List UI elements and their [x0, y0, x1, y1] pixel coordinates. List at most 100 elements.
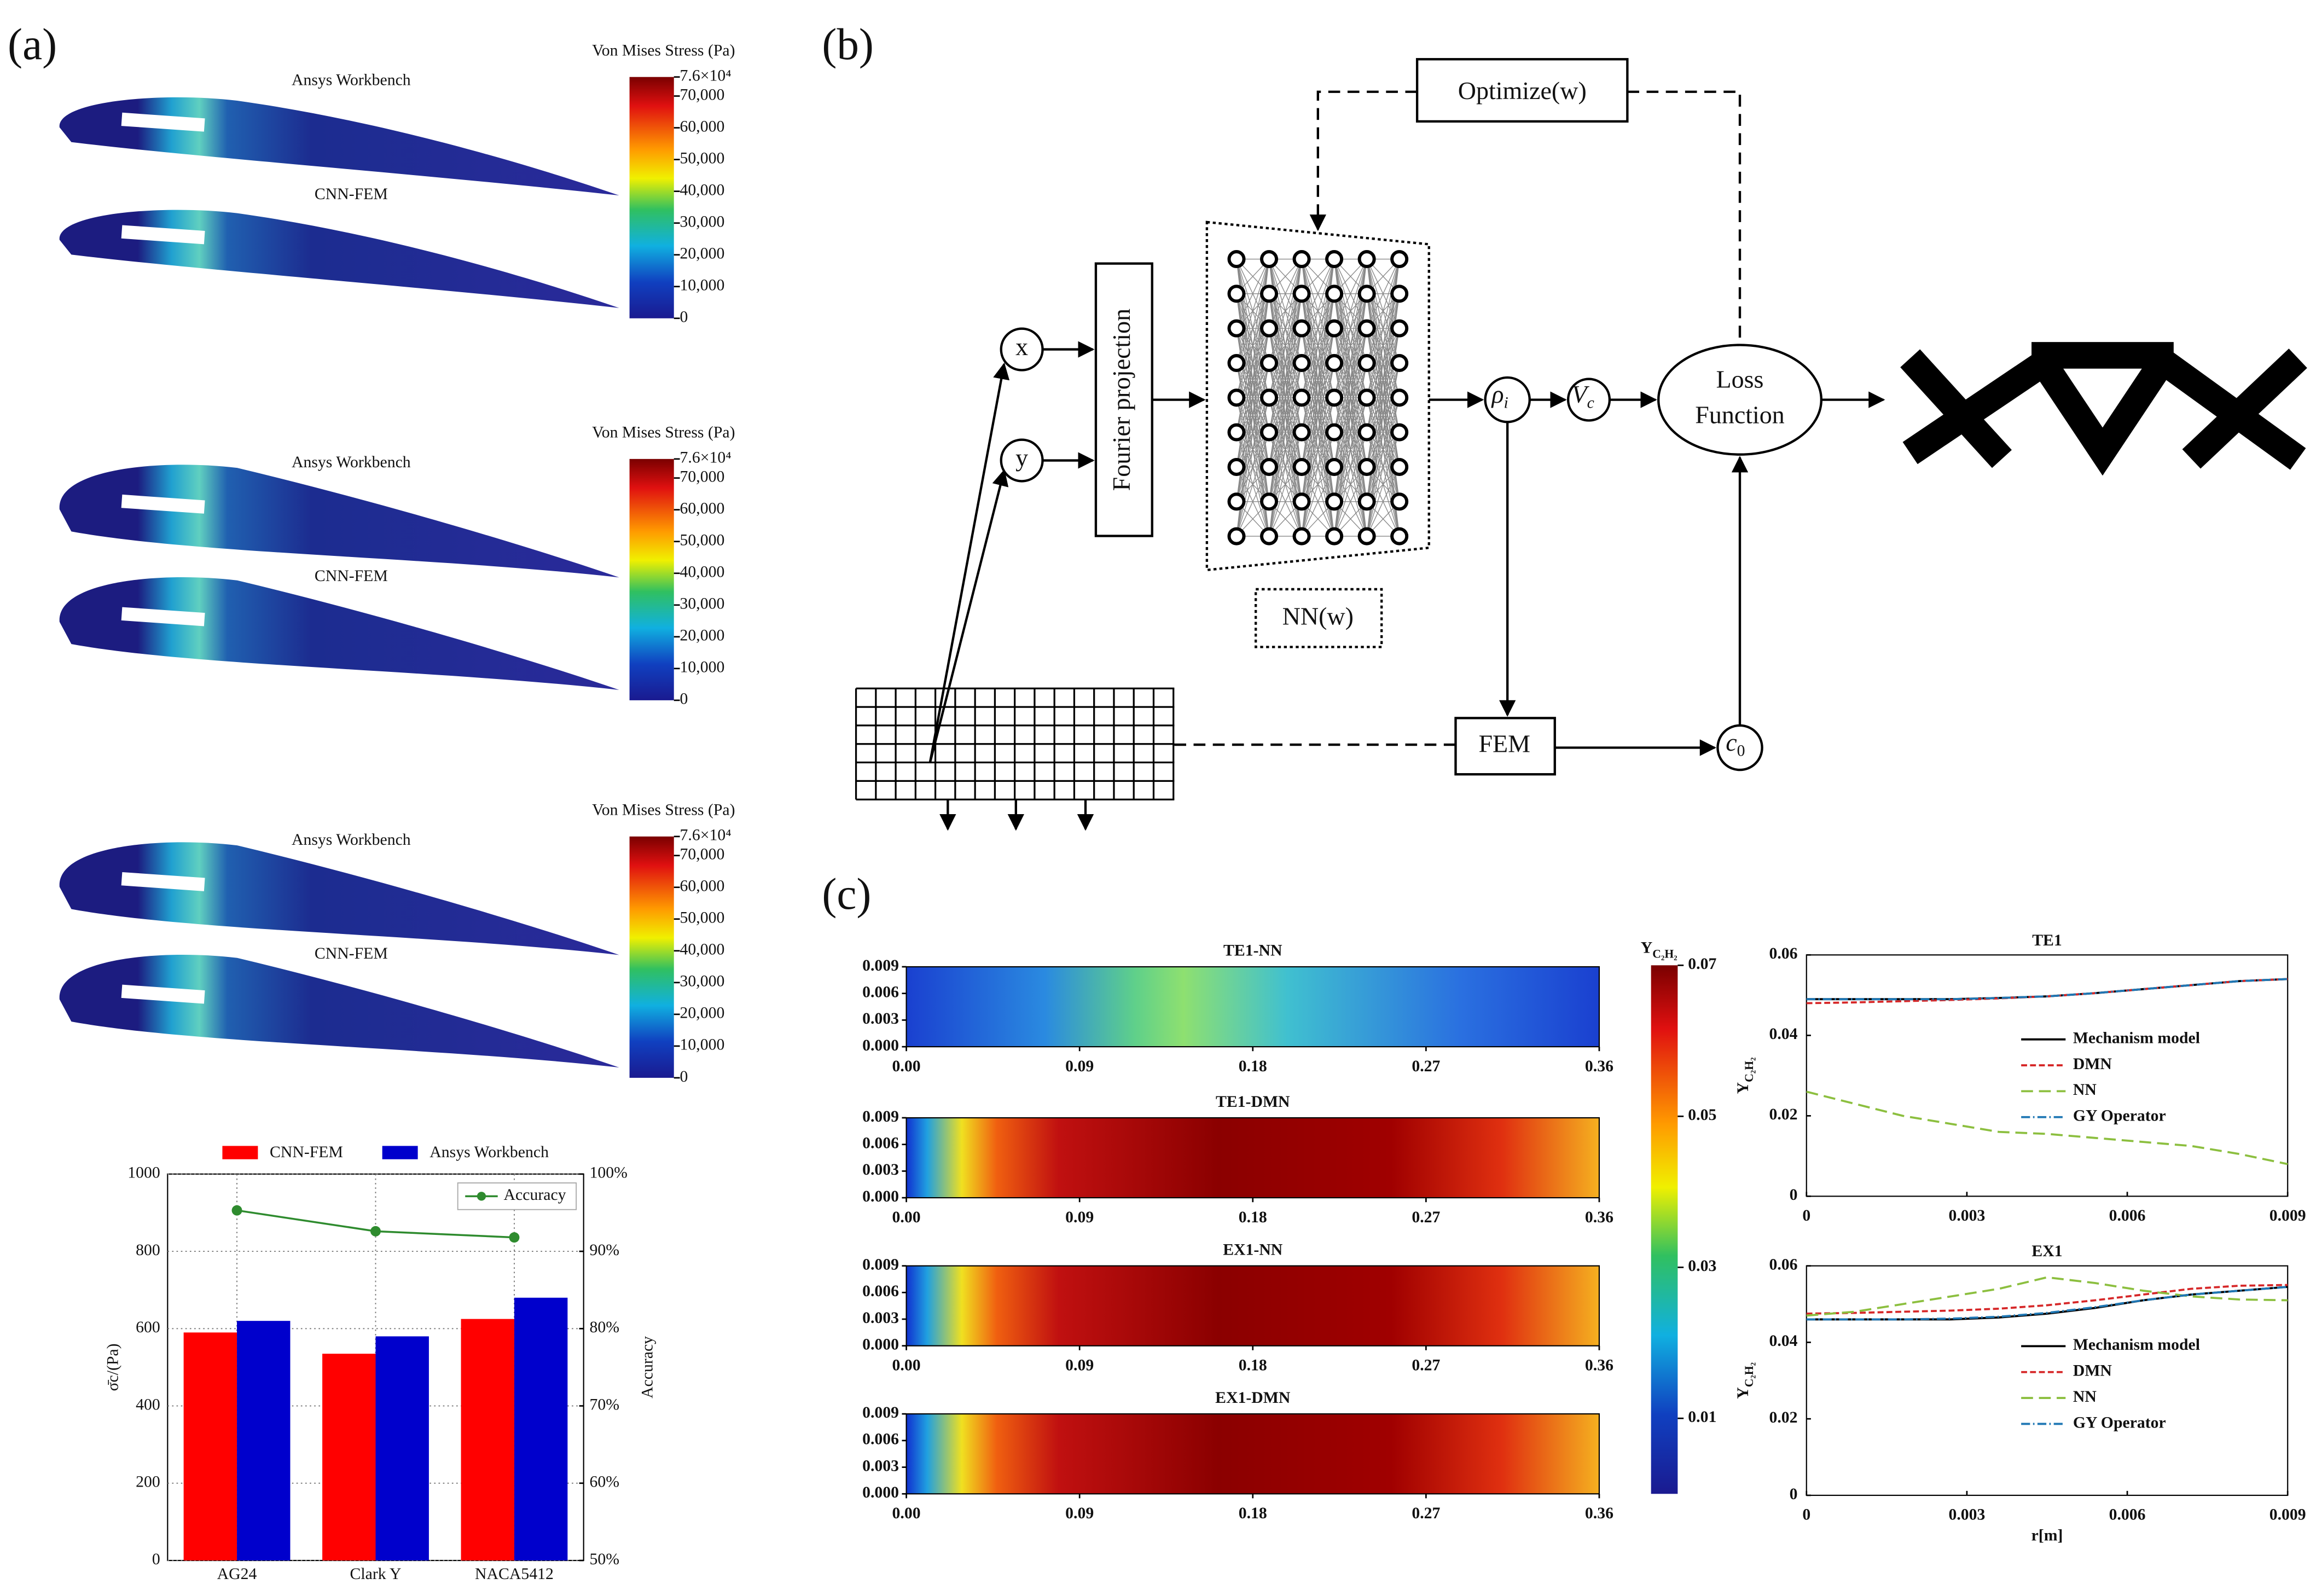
- plot-frame: [1806, 954, 2289, 1197]
- nn-edge: [1366, 467, 1400, 537]
- vc-label: Vc: [1572, 380, 1594, 412]
- nn-node: [1292, 353, 1311, 373]
- y-tick-label: 0.000: [862, 1187, 899, 1205]
- nn-node: [1357, 388, 1376, 407]
- y-tick-label: 0.000: [862, 1336, 899, 1354]
- colorbar-tick-label: 7.6×10⁴: [680, 67, 732, 85]
- y-tick-label: 0.003: [862, 1009, 899, 1028]
- nn-label: NN(w): [1282, 602, 1354, 630]
- nn-node: [1357, 319, 1376, 338]
- nn-edge: [1268, 259, 1302, 537]
- colorbar-title-sub: C₂H₂: [1652, 947, 1677, 960]
- nn-node: [1292, 388, 1311, 407]
- nn-node: [1260, 250, 1279, 269]
- heatmap-title: EX1-NN: [1223, 1240, 1283, 1258]
- colorbar-tick-label: 0: [680, 690, 688, 708]
- airfoil: [59, 577, 619, 690]
- nn-edge: [1333, 467, 1367, 537]
- nn-edge: [1366, 397, 1400, 537]
- nn-node: [1357, 527, 1376, 545]
- nn-node: [1357, 250, 1376, 269]
- nn-node: [1357, 457, 1376, 476]
- bar: [183, 1332, 237, 1561]
- legend-label: DMN: [2073, 1362, 2112, 1380]
- colorbar-tick-label: 40,000: [680, 563, 725, 581]
- colorbar-tick-label: 50,000: [680, 149, 725, 167]
- x-tick-label: 0.18: [1239, 1057, 1267, 1075]
- y2-tick-label: 70%: [590, 1395, 620, 1413]
- nn-edge: [1301, 432, 1335, 537]
- y-tick-label: 800: [136, 1241, 160, 1259]
- colorbar: [629, 459, 674, 700]
- nn-edge: [1268, 259, 1302, 398]
- airfoil: [59, 465, 619, 578]
- legend-swatch: [382, 1146, 418, 1159]
- nn-edge: [1268, 259, 1302, 363]
- nn-edge: [1236, 432, 1270, 537]
- nn-node: [1227, 492, 1246, 511]
- x-tick-label: 0.27: [1412, 1208, 1440, 1226]
- y-axis-label: YC₂H₂: [1734, 1057, 1756, 1094]
- accuracy-point: [370, 1226, 381, 1237]
- nn-node: [1227, 319, 1246, 338]
- nn-edge: [1333, 259, 1367, 329]
- nn-edge: [1301, 259, 1335, 363]
- y2-tick-label: 80%: [590, 1318, 620, 1336]
- x-tick-label: 0.18: [1239, 1208, 1267, 1226]
- colorbar-tick-label: 70,000: [680, 85, 725, 103]
- colorbar-tick-label: 70,000: [680, 845, 725, 863]
- nn-box: [1205, 220, 1430, 572]
- colorbar-tick-label: 0: [680, 1067, 688, 1086]
- airfoil-title: Ansys Workbench: [292, 71, 411, 89]
- airfoil: [59, 842, 619, 955]
- nn-node: [1292, 285, 1311, 303]
- colorbar-title: Von Mises Stress (Pa): [592, 42, 735, 60]
- accuracy-point: [231, 1205, 242, 1216]
- colorbar-tick-label: 20,000: [680, 1004, 725, 1022]
- heatmap: [905, 1413, 1600, 1495]
- diagram: [928, 58, 2307, 831]
- nn-edge: [1366, 259, 1400, 398]
- y-tick-label: 0.04: [1769, 1332, 1797, 1350]
- c0-sub: 0: [1737, 741, 1745, 759]
- loss-label: Loss: [1716, 365, 1764, 393]
- nn-node: [1292, 457, 1311, 476]
- bar: [322, 1354, 376, 1561]
- y-tick-label: 0.003: [862, 1309, 899, 1327]
- legend-label: Mechanism model: [2073, 1029, 2200, 1047]
- y-tick-label: 0.000: [862, 1036, 899, 1054]
- panel-label: (b): [822, 20, 874, 69]
- legend-label: CNN-FEM: [270, 1143, 343, 1161]
- nn-edge: [1301, 259, 1335, 398]
- nn-node: [1227, 250, 1246, 269]
- x-tick-label: 0.18: [1239, 1504, 1267, 1522]
- colorbar-tick-label: 60,000: [680, 500, 725, 518]
- series-line: [1806, 1286, 2288, 1321]
- rho-sub: i: [1504, 394, 1508, 412]
- y-tick-label: 0.02: [1769, 1408, 1797, 1426]
- colorbar-tick-label: 40,000: [680, 941, 725, 959]
- legend-label: Mechanism model: [2073, 1336, 2200, 1354]
- y-tick-label: 0.009: [862, 1107, 899, 1125]
- x-tick-label: AG24: [217, 1565, 257, 1583]
- nn-node: [1325, 527, 1344, 545]
- legend-label: Accuracy: [504, 1186, 566, 1204]
- airfoil-slot: [121, 225, 205, 245]
- y-tick-label: 0.006: [862, 1430, 899, 1448]
- bar: [237, 1321, 291, 1561]
- y-tick-label: 0: [1790, 1485, 1798, 1503]
- x-label: x: [1015, 333, 1028, 361]
- nn-edge: [1333, 432, 1367, 537]
- loss-label: Function: [1695, 401, 1785, 429]
- y-tick-label: 0.04: [1769, 1025, 1797, 1043]
- airfoil-title: CNN-FEM: [315, 567, 388, 585]
- y-axis-label-base: Y: [1734, 1387, 1752, 1398]
- legend-label: NN: [2073, 1081, 2097, 1099]
- nn-edge: [1366, 259, 1400, 363]
- colorbar-tick-label: 60,000: [680, 117, 725, 135]
- nn-node: [1325, 457, 1344, 476]
- y-tick-label: 0: [1790, 1186, 1798, 1204]
- y-tick-label: 400: [136, 1395, 160, 1413]
- nn-node: [1260, 285, 1279, 303]
